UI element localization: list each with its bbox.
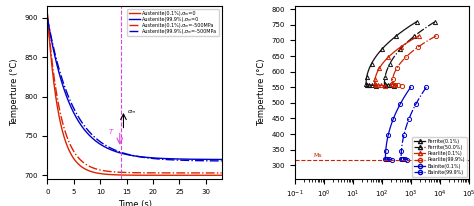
Y-axis label: Temperture (°C): Temperture (°C) xyxy=(9,59,18,126)
Text: $T$: $T$ xyxy=(108,127,115,136)
Y-axis label: Temperture (°C): Temperture (°C) xyxy=(257,59,266,126)
Legend: Austenite(0.1%),σₘ=0, Austenite(99.9%),σₘ=0, Austenite(0.1%),σₘ=-500MPa, Austeni: Austenite(0.1%),σₘ=0, Austenite(99.9%),σ… xyxy=(127,9,219,36)
Legend: Ferrite(0.1%), Ferrite(50.0%), Pearlite(0.1%), Pearlite(99.9%), Bainite(0.1%), B: Ferrite(0.1%), Ferrite(50.0%), Pearlite(… xyxy=(412,137,467,177)
Text: $\sigma_m$: $\sigma_m$ xyxy=(127,108,137,116)
Text: Ms: Ms xyxy=(313,153,322,158)
X-axis label: Time (s): Time (s) xyxy=(118,200,152,206)
